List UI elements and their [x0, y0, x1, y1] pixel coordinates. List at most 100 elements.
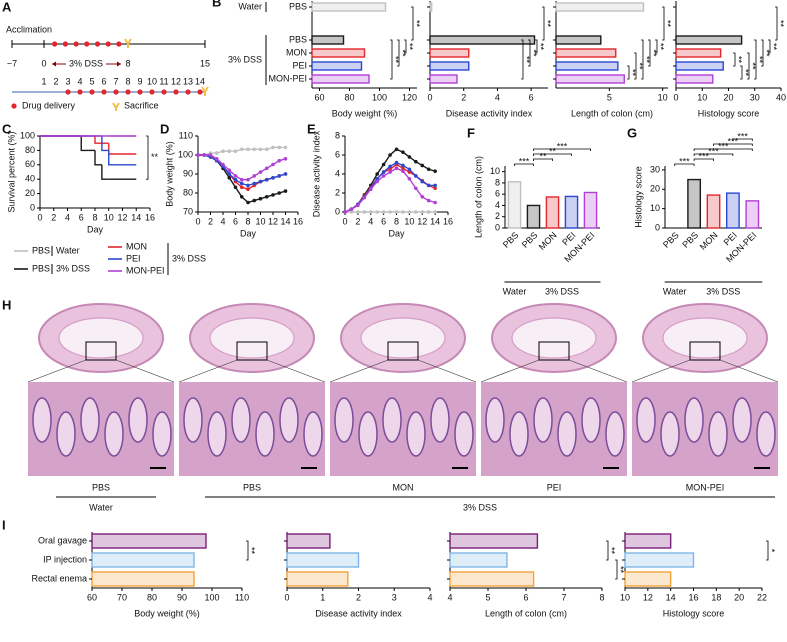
point: [239, 177, 244, 182]
point: [283, 157, 288, 161]
point: [362, 195, 367, 200]
legend-label: Sacrifice: [124, 100, 159, 110]
significance-label: ***: [699, 151, 710, 161]
bar: [624, 552, 695, 568]
column-label: MON: [393, 482, 414, 492]
crypt: [708, 411, 728, 457]
significance-bracket: [693, 148, 753, 151]
timeline-dss: 3% DSS: [69, 58, 103, 68]
significance-label: ***: [708, 146, 719, 156]
y-tick-label: 10: [490, 166, 500, 176]
micrograph: [28, 382, 174, 476]
significance-bracket: [775, 6, 778, 41]
point: [283, 189, 288, 193]
point: [202, 153, 207, 157]
bar: [286, 552, 360, 568]
crypt: [303, 411, 323, 457]
significance-label: ***: [718, 141, 729, 151]
significance-bracket: [533, 148, 591, 151]
legend-group: 3% DSS: [56, 263, 90, 273]
point: [407, 210, 412, 214]
crypt: [454, 411, 474, 457]
significance-bracket: [662, 6, 665, 41]
crypt: [56, 411, 76, 457]
point: [356, 203, 360, 208]
drug-dot: [94, 41, 101, 47]
significance-bracket: [766, 540, 769, 561]
y-axis-title: Survival percent (%): [6, 131, 16, 212]
panel-label: E: [307, 121, 316, 136]
survival-step: [94, 136, 102, 144]
bar: [675, 74, 714, 84]
x-axis-title: Day: [87, 224, 104, 234]
significance-label: ***: [728, 136, 739, 146]
x-tick-label: 20: [734, 592, 744, 602]
crypt: [128, 397, 148, 443]
column-label: PEI: [547, 482, 562, 492]
group-label: 3% DSS: [545, 286, 579, 296]
significance-label: **: [522, 56, 532, 64]
column-label: PBS: [243, 482, 261, 492]
crypt: [279, 397, 299, 443]
survival-step: [108, 150, 137, 166]
point: [426, 198, 431, 203]
day-label: 5: [89, 76, 94, 86]
zoom-line: [115, 359, 175, 383]
x-tick-label: 14: [280, 216, 290, 226]
significance-label: **: [616, 566, 626, 574]
drug-dot: [62, 41, 68, 47]
point: [214, 157, 219, 161]
legend-icon: [112, 102, 120, 111]
point: [420, 179, 425, 184]
bar: [311, 74, 370, 84]
category-label: MON: [286, 47, 307, 57]
bar: [311, 2, 387, 12]
bar: [429, 35, 536, 45]
bar: [675, 61, 724, 71]
zoom-line: [27, 359, 87, 383]
column-label: PBS: [92, 482, 110, 492]
x-tick-label: 14: [131, 212, 141, 222]
day-label: 14: [195, 76, 205, 86]
x-tick-label: 5: [485, 592, 490, 602]
y-tick-label: 6: [495, 189, 500, 199]
significance-bracket: [655, 39, 658, 54]
survival-step: [80, 136, 89, 152]
day-label: 2: [53, 76, 58, 86]
point: [407, 167, 412, 172]
drug-dot: [197, 89, 203, 95]
point: [375, 176, 379, 181]
legend-label: MON-PEI: [126, 265, 165, 275]
significance-label: **: [656, 43, 666, 51]
significance-label: **: [762, 49, 772, 57]
point: [368, 187, 373, 191]
crypt: [358, 411, 378, 457]
y-tick-label: 40: [25, 174, 35, 184]
x-tick-label: 10: [404, 216, 414, 226]
x-tick-label: 5: [607, 92, 612, 102]
x-tick-label: 14: [430, 216, 440, 226]
day-label: 3: [65, 76, 70, 86]
significance-label: **: [734, 56, 744, 64]
category-label: IP injection: [43, 554, 87, 564]
day-label: 1: [41, 76, 46, 86]
point: [271, 162, 275, 167]
significance-label: **: [628, 69, 638, 77]
bar: [507, 181, 522, 229]
significance-bracket: [674, 163, 695, 166]
zoom-line: [480, 359, 540, 383]
crypt: [80, 397, 100, 443]
legend-label: MON: [126, 241, 147, 251]
point: [426, 183, 431, 188]
point: [394, 210, 399, 214]
bar: [91, 571, 195, 587]
point: [214, 151, 219, 155]
significance-bracket: [768, 39, 771, 54]
x-axis-title: Day: [388, 228, 405, 238]
drug-dot: [113, 89, 119, 95]
category-label: PEI: [292, 60, 307, 70]
point: [221, 162, 225, 167]
point: [252, 181, 257, 186]
point: [362, 210, 367, 214]
bar: [745, 200, 760, 229]
